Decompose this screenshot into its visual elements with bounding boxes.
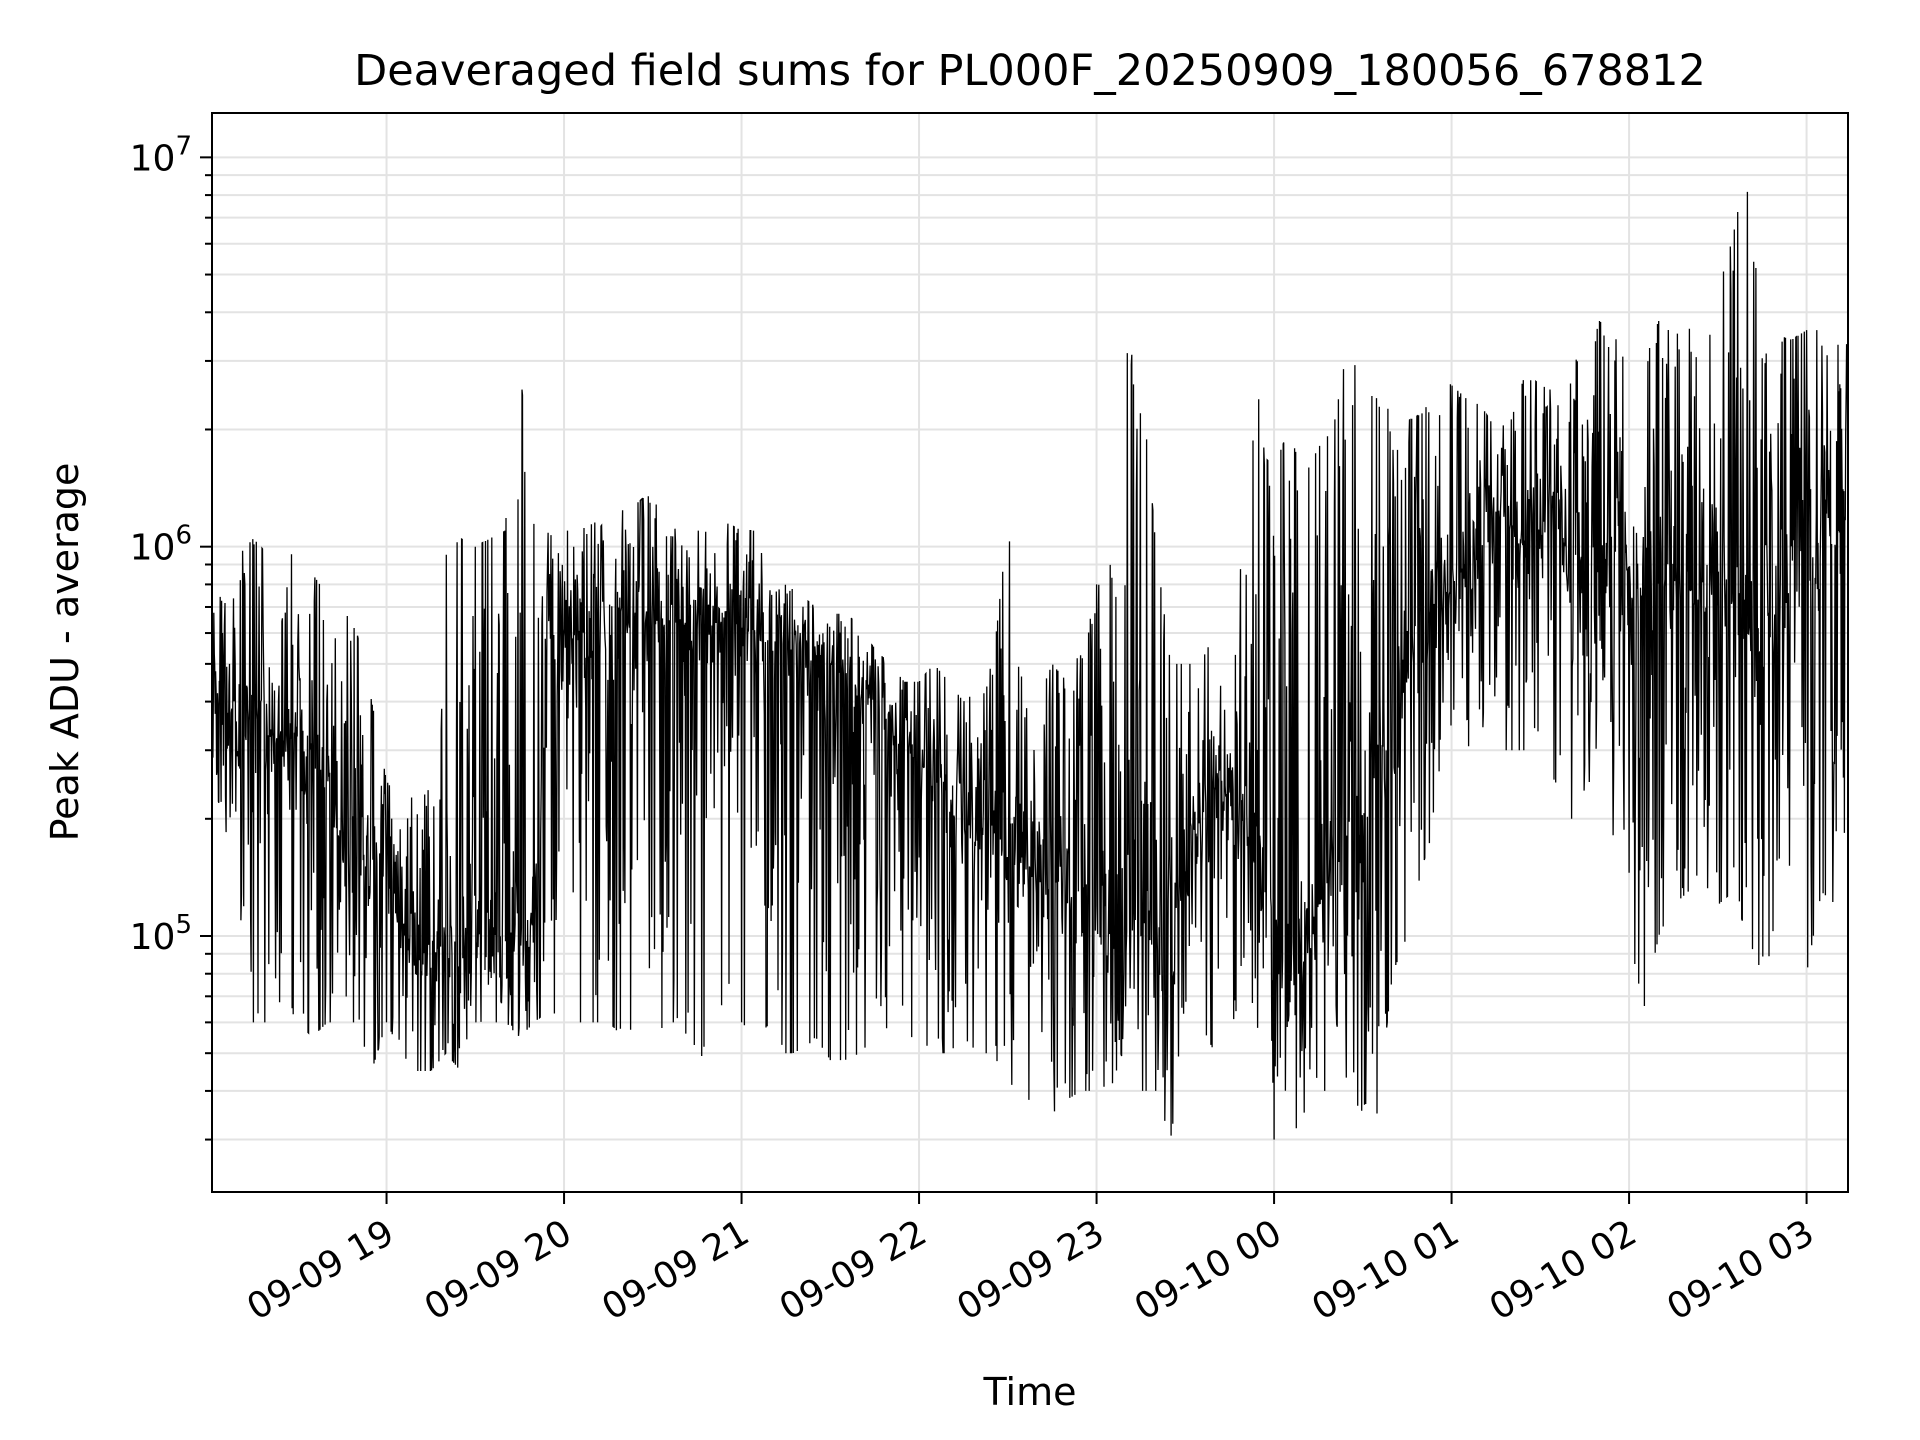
plot-frame — [211, 112, 1849, 1193]
data-series — [211, 191, 1849, 1140]
chart-title: Deaveraged field sums for PL000F_2025090… — [354, 46, 1706, 96]
x-axis-label: Time — [983, 1370, 1077, 1414]
series-line — [211, 191, 1849, 1140]
y-tick-label: 105 — [130, 910, 192, 958]
y-axis-label: Peak ADU - average — [43, 463, 87, 842]
